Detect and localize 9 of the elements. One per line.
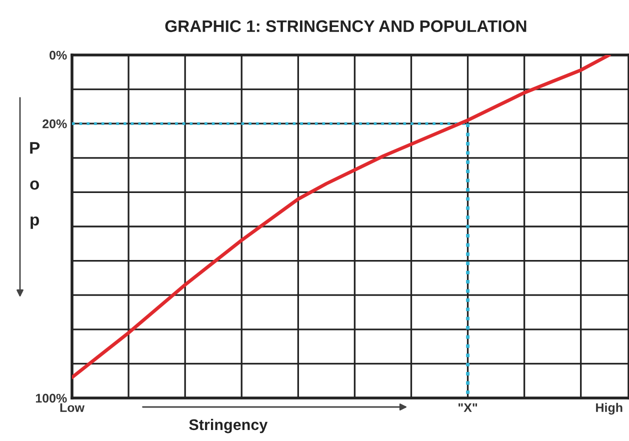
y-tick-label: 20% xyxy=(42,119,67,128)
text: Pop xyxy=(30,142,40,229)
x-tick-label: "X" xyxy=(458,403,478,412)
y-tick-label: 0% xyxy=(50,50,67,60)
x-axis-title: Stringency xyxy=(189,418,268,434)
y-tick-label: 100% xyxy=(36,394,67,403)
x-tick-label: High xyxy=(596,402,622,415)
x-tick-label: Low xyxy=(60,403,85,412)
chart-title: GRAPHIC 1: STRINGENCY AND POPULATION xyxy=(165,20,526,32)
